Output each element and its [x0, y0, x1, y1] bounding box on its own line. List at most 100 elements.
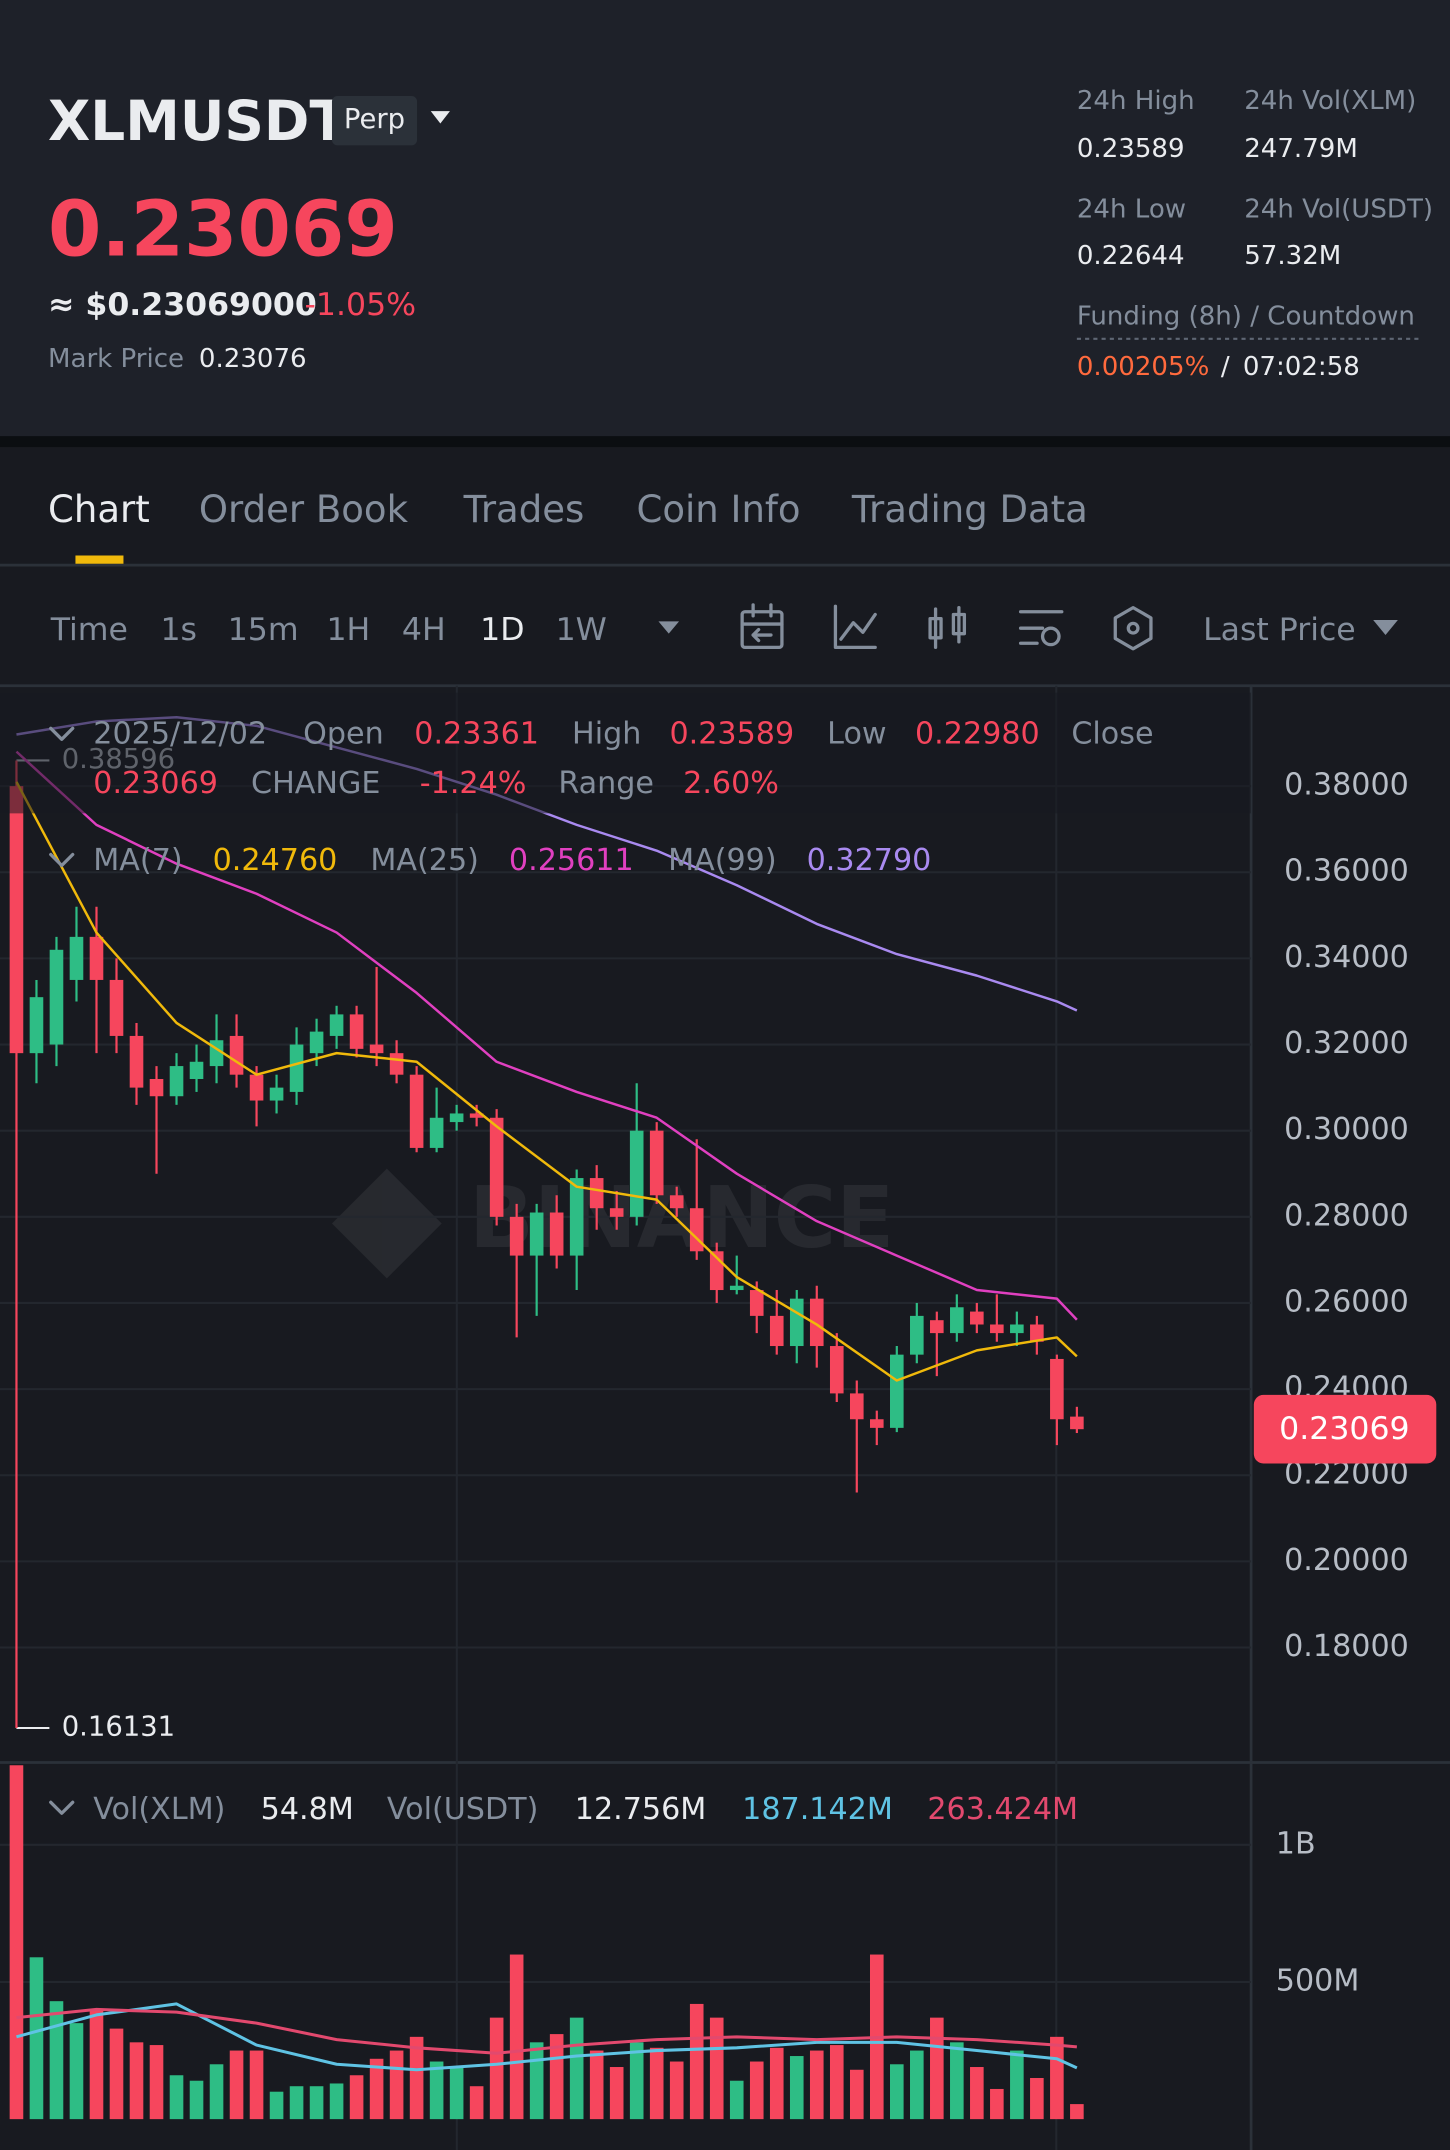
candle-icon[interactable] [928, 605, 967, 650]
candle-body [629, 1130, 644, 1217]
candle-body [149, 1079, 164, 1097]
stat-label: 24h Low [1077, 194, 1186, 224]
collapse-icon[interactable] [49, 852, 75, 868]
collapse-icon[interactable] [49, 1800, 75, 1815]
volume-bar [189, 2080, 204, 2120]
tab[interactable]: Trades [463, 488, 585, 531]
candle-body [89, 936, 104, 980]
candle-body [990, 1324, 1004, 1334]
ohlc-label: High [572, 717, 641, 752]
tab[interactable]: Order Book [199, 488, 409, 531]
candle-body [409, 1074, 424, 1148]
interval[interactable]: 15m [228, 612, 299, 648]
interval[interactable]: 1H [326, 612, 370, 648]
interval-active[interactable]: 1D [480, 612, 524, 648]
stat-value: 247.79M [1244, 134, 1358, 164]
candle-body [329, 1014, 344, 1036]
volume-ma-value: 263.424M [927, 1792, 1078, 1827]
funding-label[interactable]: Funding (8h) / Countdown [1077, 301, 1415, 331]
ohlc-value: 0.23361 [414, 717, 539, 752]
volume-bar [1010, 2050, 1024, 2120]
watermark-logo [331, 1168, 442, 1279]
y-tick-label: 1B [1276, 1826, 1316, 1861]
tab[interactable]: Trading Data [851, 488, 1088, 531]
candle-body [829, 1346, 844, 1394]
candle-body [669, 1195, 684, 1209]
candle-body [1070, 1416, 1084, 1430]
volume-bar [889, 2064, 904, 2120]
volume-bar [389, 2050, 404, 2120]
volume-bar [409, 2036, 424, 2120]
volume-bar [249, 2050, 264, 2120]
volume-bar [549, 2034, 564, 2120]
volume-bar [169, 2075, 184, 2120]
price-type[interactable]: Last Price [1203, 612, 1356, 648]
ohlc-label: CHANGE [251, 766, 380, 801]
candle-body [429, 1117, 444, 1148]
y-tick-label: 500M [1276, 1963, 1360, 1998]
ohlc-label: Range [558, 766, 654, 801]
candle-body [950, 1307, 964, 1334]
volume-bar [289, 2086, 304, 2120]
more-intervals[interactable] [658, 621, 680, 634]
header-bg [0, 0, 1450, 437]
funding-rate: 0.00205% [1077, 352, 1209, 382]
indicator-icon[interactable] [833, 604, 877, 650]
price-type-dropdown[interactable] [1373, 619, 1398, 636]
candle-body [169, 1066, 184, 1097]
volume-plot [9, 1765, 1084, 2120]
tab-active[interactable]: Chart [48, 488, 150, 531]
y-tick-label: 0.20000 [1284, 1543, 1409, 1578]
volume-bar [49, 2001, 64, 2120]
volume-legend: Vol(XLM) 54.8M Vol(USDT) 12.756M 187.142M 263… [93, 1792, 1078, 1827]
volume-bar [429, 2061, 444, 2120]
ma-line [15, 781, 1078, 1382]
layout-icon[interactable] [1113, 605, 1153, 651]
volume-bar [449, 2067, 464, 2120]
volume-bar [89, 2009, 104, 2120]
ma-legend-name: MA(25) [370, 843, 479, 878]
stat-label: 24h High [1077, 86, 1195, 116]
candle-body [289, 1044, 304, 1092]
volume-bar [509, 1954, 524, 2120]
candle-body [869, 1419, 884, 1428]
legend-bg [0, 692, 1252, 814]
candle-body [1050, 1358, 1064, 1420]
candle-body [749, 1290, 764, 1316]
candle-body [609, 1208, 624, 1217]
candle-body [589, 1178, 604, 1209]
candle-body [1030, 1324, 1044, 1342]
volume-bar [749, 2061, 764, 2120]
volume-bar [349, 2075, 364, 2120]
calendar-icon[interactable] [740, 603, 784, 650]
separator [0, 436, 1450, 448]
symbol[interactable]: XLMUSDT [48, 89, 347, 153]
interval[interactable]: 4H [402, 612, 446, 648]
candle-body [789, 1298, 804, 1347]
ohlc-value: 2.60% [683, 766, 779, 801]
tab[interactable]: Coin Info [637, 488, 801, 531]
volume-bar [529, 2042, 544, 2120]
volume-bar [269, 2091, 284, 2120]
settings-icon[interactable] [1018, 610, 1064, 647]
dropdown-icon[interactable] [430, 111, 450, 124]
candle-body [689, 1208, 704, 1252]
candle-body [9, 786, 24, 1054]
y-tick-label: 0.38000 [1284, 768, 1409, 803]
ohlc-value: 0.23069 [93, 766, 218, 801]
interval[interactable]: 1W [556, 612, 607, 648]
stat-label: 24h Vol(USDT) [1244, 194, 1433, 224]
volume-legend-value: 12.756M [575, 1792, 707, 1827]
volume-bar [769, 2047, 784, 2120]
time-label[interactable]: Time [50, 612, 128, 648]
interval[interactable]: 1s [161, 612, 198, 648]
candle-body [930, 1320, 944, 1334]
candle-body [389, 1053, 404, 1075]
volume-bar [309, 2086, 324, 2120]
collapse-icon[interactable] [49, 726, 75, 741]
volume-bar [69, 2023, 84, 2120]
candle-body [1010, 1324, 1024, 1334]
volume-legend-name: Vol(XLM) [93, 1792, 225, 1827]
